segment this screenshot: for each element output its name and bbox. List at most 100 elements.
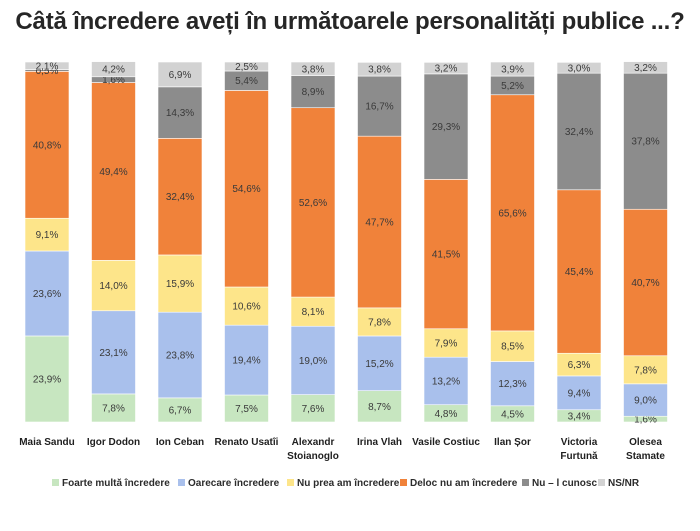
bar-segment (290, 61, 336, 76)
data-label: 3,2% (634, 63, 657, 74)
data-label: 4,5% (501, 409, 524, 420)
data-label: 13,2% (432, 376, 460, 387)
bar-segment (290, 296, 336, 327)
category-label: Irina Vlah (357, 437, 402, 448)
bar-segment (24, 335, 70, 423)
data-label: 8,5% (501, 342, 524, 353)
bar-segment (556, 62, 602, 74)
category-label: Vasile Costiuc (412, 437, 480, 448)
data-label: 5,4% (235, 76, 258, 87)
data-label: 12,3% (498, 379, 526, 390)
bar-segment (157, 254, 203, 313)
data-label: 6,9% (169, 70, 192, 81)
bar-segment (24, 61, 70, 70)
bar-segment (24, 217, 70, 252)
data-label: 2,5% (235, 62, 258, 73)
bar-segment (357, 62, 402, 77)
data-label: 41,5% (432, 250, 460, 261)
data-label: 54,6% (232, 184, 260, 195)
bar-segment (556, 375, 602, 411)
category-label: Stamate (626, 451, 665, 462)
data-label: 32,4% (166, 192, 194, 203)
bar-segment (423, 328, 469, 358)
legend-entry: Foarte multă încredere (62, 478, 170, 489)
category-label: Stoianoglo (287, 451, 339, 462)
category-label: Ion Ceban (156, 437, 204, 448)
bar-segment (157, 86, 203, 139)
data-label: 8,9% (302, 87, 325, 98)
data-label: 23,1% (99, 348, 127, 359)
legend-entry: Nu prea am încredere (297, 478, 400, 489)
bar-segment (357, 75, 402, 137)
data-label: 9,4% (568, 388, 591, 399)
bar-segment (556, 72, 602, 191)
data-label: 16,7% (365, 102, 393, 113)
legend-swatch (522, 479, 529, 486)
bar-segment (290, 75, 336, 109)
bar-segment (357, 390, 402, 423)
data-label: 23,8% (166, 351, 194, 362)
bar-segment (357, 335, 402, 391)
bar-segment (224, 394, 269, 423)
bar-segment (490, 330, 535, 362)
bar-segment (91, 82, 136, 261)
bar-segment (423, 73, 469, 180)
category-label: Ilan Șor (494, 437, 531, 448)
bar-segment (224, 324, 269, 396)
legend-entry: Deloc nu am încredere (410, 478, 518, 489)
data-label: 15,2% (365, 359, 393, 370)
data-label: 6,3% (568, 360, 591, 371)
category-label: Renato Usatîi (215, 437, 279, 448)
data-label: 1,6% (102, 75, 125, 86)
data-label: 3,9% (501, 65, 524, 76)
data-label: 19,4% (232, 356, 260, 367)
category-label: Maia Sandu (19, 437, 75, 448)
bar-segment (157, 311, 203, 399)
category-label: Igor Dodon (87, 437, 140, 448)
bar-segment (24, 71, 70, 219)
bar-segment (623, 61, 668, 74)
data-label: 9,0% (634, 396, 657, 407)
data-label: 9,1% (36, 230, 59, 241)
data-label: 6,7% (169, 405, 192, 416)
data-label: 14,3% (166, 108, 194, 119)
bar-segment (423, 356, 469, 406)
bar-segment (157, 61, 203, 88)
data-label: 7,8% (102, 403, 125, 414)
bar-segment (490, 61, 535, 77)
legend-entry: NS/NR (608, 478, 640, 489)
data-label: 1,6% (634, 415, 657, 426)
data-label: 4,8% (435, 409, 458, 420)
data-label: 3,2% (435, 64, 458, 75)
data-label: 8,7% (368, 402, 391, 413)
category-label: Olesea (629, 437, 662, 448)
data-label: 3,8% (368, 65, 391, 76)
data-label: 10,6% (232, 302, 260, 313)
bar-segment (224, 90, 269, 288)
category-label: Victoria (561, 437, 598, 448)
bar-segment (91, 61, 136, 78)
bar-segment (490, 361, 535, 407)
bar-segment (91, 393, 136, 423)
bar-segment (290, 325, 336, 395)
data-label: 19,0% (299, 356, 327, 367)
bar-segment (423, 179, 469, 330)
data-label: 45,4% (565, 267, 593, 278)
legend-swatch (52, 479, 59, 486)
data-label: 32,4% (565, 127, 593, 138)
data-label: 23,9% (33, 374, 61, 385)
bar-segment (91, 310, 136, 395)
data-label: 52,6% (299, 198, 327, 209)
data-label: 2,1% (36, 61, 59, 72)
data-label: 29,3% (432, 122, 460, 133)
data-label: 7,8% (634, 365, 657, 376)
data-label: 7,9% (435, 338, 458, 349)
bar-segment (556, 189, 602, 354)
data-label: 3,4% (568, 411, 591, 422)
data-label: 3,8% (302, 64, 325, 75)
bar-segment (623, 355, 668, 385)
data-label: 37,8% (631, 137, 659, 148)
data-label: 14,0% (99, 281, 127, 292)
legend-swatch (598, 479, 605, 486)
